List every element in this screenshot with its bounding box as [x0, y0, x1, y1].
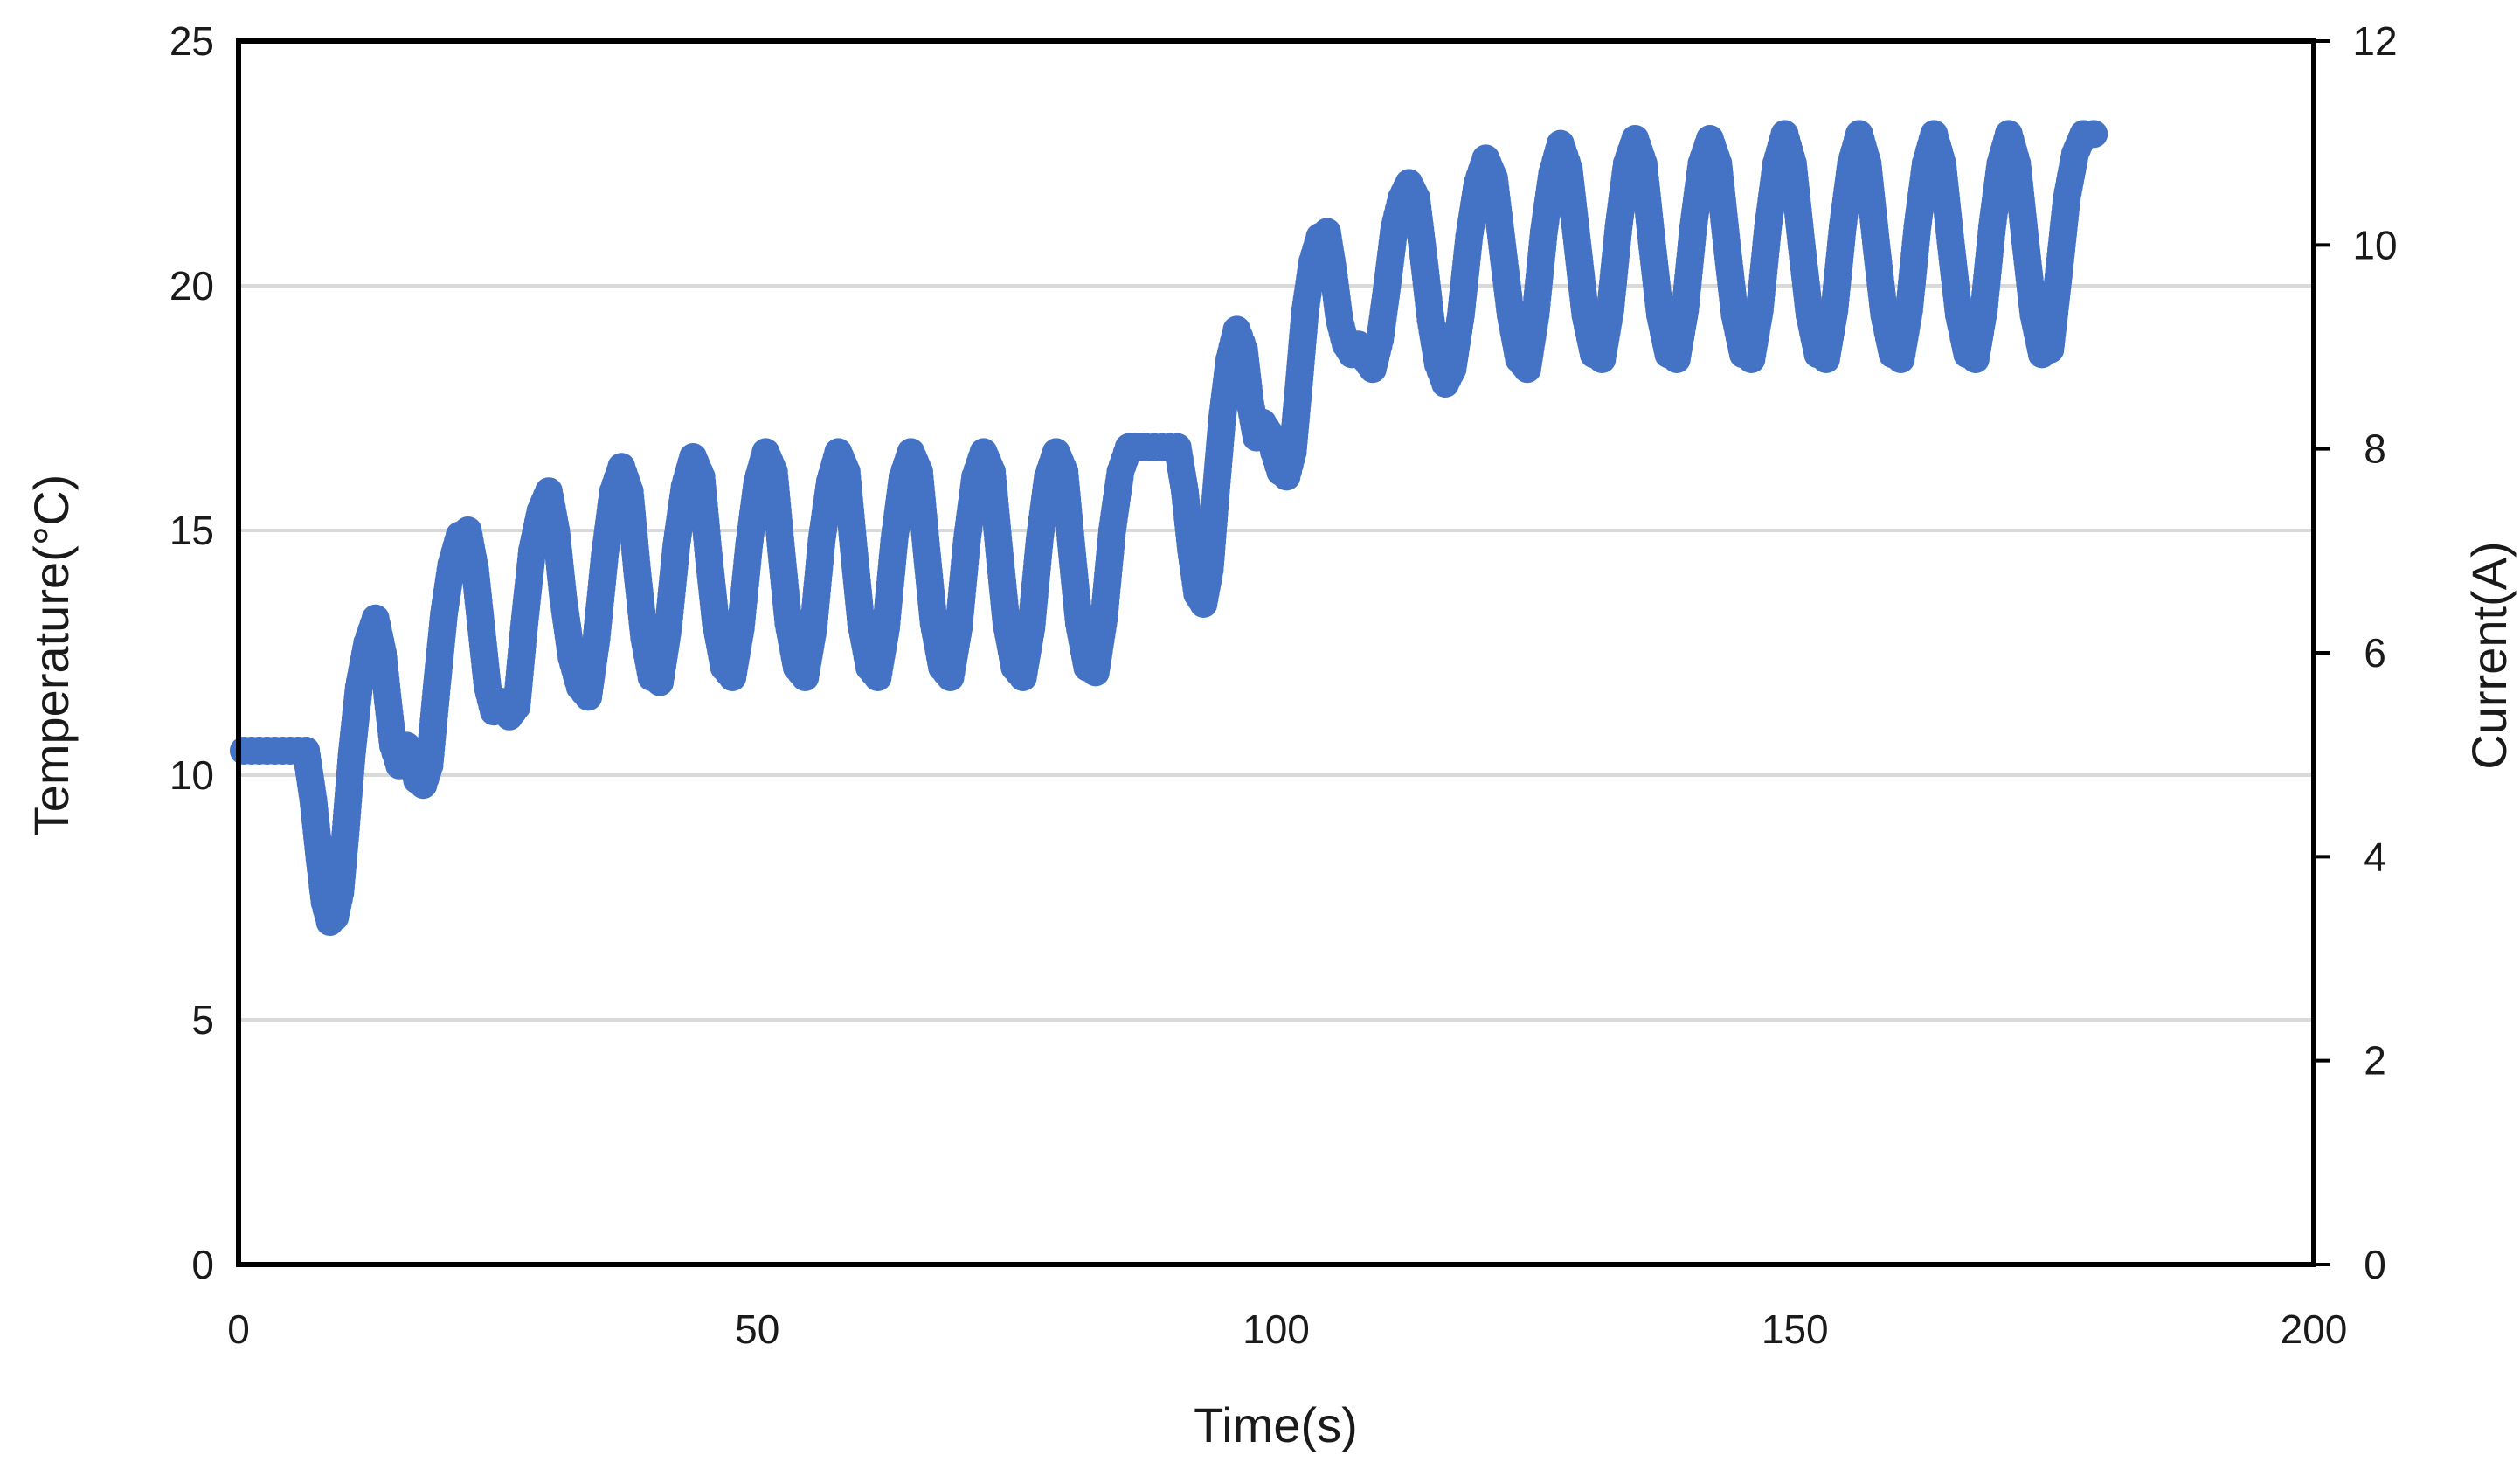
y2-tick-label: 10 [2352, 222, 2397, 267]
x-tick-label: 200 [2281, 1306, 2348, 1352]
y-tick-label: 10 [170, 752, 214, 798]
x-tick-label: 0 [227, 1306, 250, 1352]
tick-labels: 0 5 10 15 20 25 0 2 4 6 8 10 12 0 50 100 150 200 [170, 18, 2398, 1352]
x-tick-label: 150 [1762, 1306, 1829, 1352]
y-tick-label: 0 [191, 1242, 214, 1287]
x-tick-label: 50 [735, 1306, 779, 1352]
y2-tick-label: 6 [2364, 630, 2386, 676]
y-axis-title: Temperature(°C) [24, 475, 79, 837]
y-tick-label: 20 [170, 263, 214, 308]
y2-axis-title: Current(A) [2461, 541, 2517, 769]
y2-tick-label: 2 [2364, 1038, 2386, 1084]
y-tick-label: 5 [191, 997, 214, 1043]
horizontal-gridlines [239, 284, 2314, 1022]
y2-tick-label: 12 [2352, 18, 2397, 64]
x-axis-title: Time(s) [1194, 1397, 1358, 1452]
y2-tick-label: 0 [2364, 1242, 2386, 1287]
x-tick-label: 100 [1243, 1306, 1310, 1352]
y-tick-label: 15 [170, 508, 214, 553]
y2-tick-label: 8 [2364, 426, 2386, 472]
y2-tick-label: 4 [2364, 834, 2386, 879]
data-point [2080, 120, 2108, 149]
axis-ticks [2314, 39, 2330, 1266]
data-points [229, 120, 2108, 936]
y-tick-label: 25 [170, 18, 214, 64]
